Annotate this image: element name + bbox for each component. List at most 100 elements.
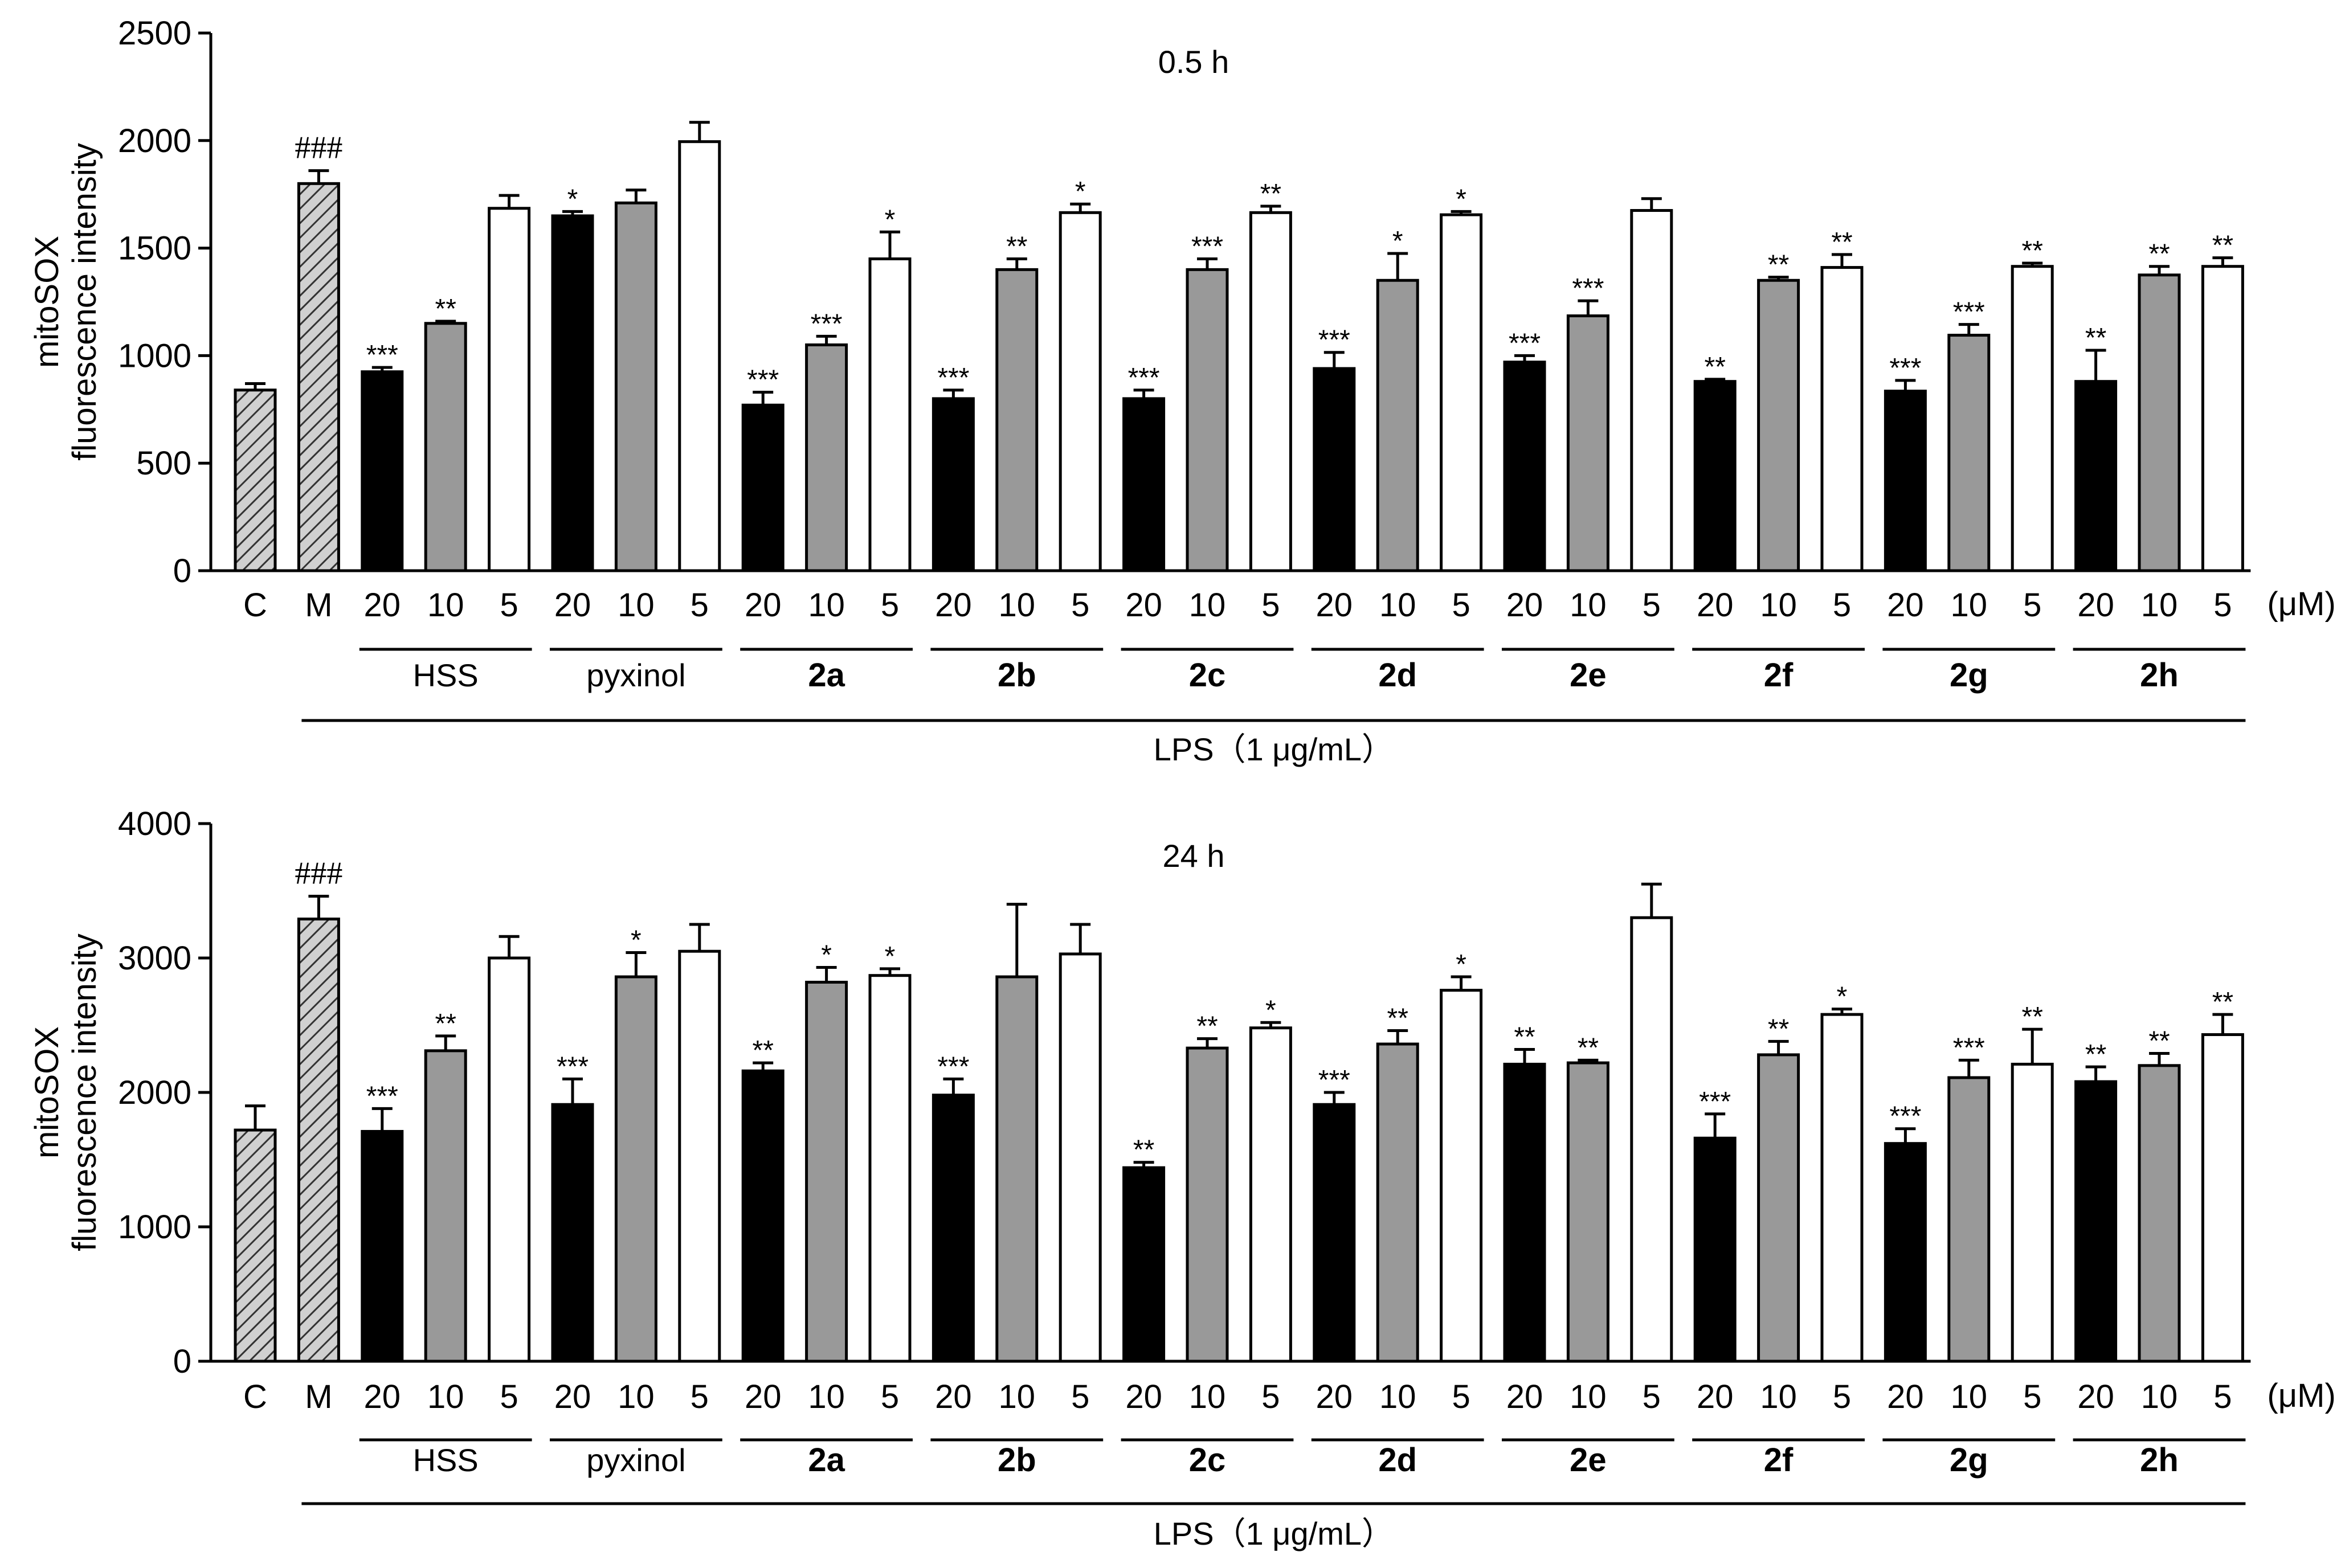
- group-label: HSS: [413, 657, 479, 693]
- x-tick-label: 20: [1506, 587, 1543, 624]
- bar: [1947, 1076, 1991, 1363]
- significance-label: **: [2022, 236, 2043, 266]
- significance-label: **: [1578, 1033, 1599, 1063]
- x-tick-label: 5: [2023, 587, 2041, 624]
- condition-label: LPS（1 μg/mL）: [1154, 1516, 1394, 1551]
- significance-label: **: [1387, 1003, 1408, 1033]
- significance-label: ***: [1572, 273, 1604, 304]
- significance-label: **: [2212, 231, 2233, 261]
- group-label: pyxinol: [586, 1442, 685, 1478]
- significance-label: *: [567, 184, 578, 214]
- bar: [488, 207, 531, 572]
- x-tick-label: 10: [618, 1378, 655, 1415]
- bar: [678, 949, 721, 1363]
- bar: [551, 214, 594, 572]
- x-tick-label: 5: [1261, 1378, 1280, 1415]
- significance-label: ***: [557, 1051, 589, 1082]
- bar: [488, 956, 531, 1363]
- bar: [1313, 1103, 1356, 1363]
- significance-label: ***: [811, 309, 843, 339]
- x-tick-label: 10: [618, 587, 655, 624]
- bar: [551, 1103, 594, 1363]
- significance-label: ***: [1699, 1087, 1731, 1117]
- bar: [1503, 361, 1546, 572]
- bar: [1186, 268, 1229, 572]
- bar: [1440, 213, 1483, 572]
- chart-panel-24h: 0 1000 2000 3000 4000 mitoSOX fluorescence int…: [28, 805, 2336, 1551]
- group-label: 2e: [1570, 657, 1607, 694]
- x-tick-label: 10: [999, 587, 1036, 624]
- bar: [678, 140, 721, 572]
- significance-label: **: [1514, 1022, 1535, 1052]
- x-tick-label: 5: [691, 587, 709, 624]
- y-tick-label: 1000: [118, 337, 191, 374]
- bar: [1059, 211, 1102, 572]
- bar: [741, 1069, 785, 1363]
- bar: [614, 975, 657, 1363]
- y-tick-label: 0: [173, 1343, 191, 1380]
- x-tick-label: 20: [1125, 587, 1162, 624]
- bar: [234, 388, 277, 572]
- significance-label: ***: [937, 1051, 969, 1082]
- x-tick-label: 10: [2141, 1378, 2178, 1415]
- bar: [2138, 1064, 2181, 1363]
- bar: [1313, 367, 1356, 572]
- bar: [2201, 265, 2244, 572]
- x-tick-label: 10: [2141, 587, 2178, 624]
- group-label: 2b: [998, 657, 1036, 694]
- y-axis-label-line1: mitoSOX: [28, 1026, 66, 1158]
- bar: [1820, 266, 1864, 572]
- significance-label: ***: [1889, 353, 1921, 383]
- x-tick-label: 20: [2077, 1378, 2114, 1415]
- x-tick-label: 20: [1316, 1378, 1353, 1415]
- x-tick-label: 20: [1697, 1378, 1734, 1415]
- significance-label: **: [1705, 352, 1726, 382]
- significance-label: *: [1075, 177, 1086, 207]
- significance-label: ***: [366, 340, 398, 370]
- x-tick-label: 5: [1452, 1378, 1470, 1415]
- bar: [805, 343, 848, 572]
- significance-label: ***: [747, 365, 779, 395]
- x-tick-label: 20: [745, 587, 782, 624]
- bar: [1249, 211, 1292, 572]
- x-tick-label: 10: [1379, 587, 1416, 624]
- significance-label: **: [2148, 239, 2170, 269]
- significance-label: ###: [295, 130, 342, 166]
- group-label: HSS: [413, 1442, 479, 1478]
- y-tick-label: 4000: [118, 805, 191, 842]
- x-tick-label: 20: [1506, 1378, 1543, 1415]
- significance-label: *: [885, 204, 896, 235]
- significance-label: *: [1265, 995, 1276, 1025]
- bar: [1947, 334, 1991, 572]
- x-tick-label: 20: [1125, 1378, 1162, 1415]
- x-tick-label: 10: [1951, 1378, 1988, 1415]
- bar: [1059, 952, 1102, 1363]
- group-label: 2d: [1378, 1442, 1417, 1479]
- group-label: 2e: [1570, 1442, 1607, 1479]
- x-tick-label: 5: [500, 587, 518, 624]
- significance-label: *: [631, 926, 642, 956]
- x-tick-label: 20: [554, 587, 591, 624]
- bar: [1693, 380, 1737, 572]
- y-tick-label: 2500: [118, 15, 191, 52]
- significance-label: **: [435, 294, 456, 324]
- bar: [1630, 209, 1673, 572]
- x-tick-label: 5: [1452, 587, 1470, 624]
- y-tick-label: 500: [136, 445, 191, 482]
- bar: [2074, 1080, 2118, 1363]
- bar: [868, 257, 912, 572]
- significance-label: **: [2212, 987, 2233, 1017]
- bar: [1884, 390, 1927, 572]
- x-tick-label: 20: [1697, 587, 1734, 624]
- group-label: 2a: [808, 1442, 845, 1479]
- significance-label: ***: [1889, 1102, 1921, 1132]
- bar: [234, 1128, 277, 1363]
- x-tick-label: 20: [1316, 587, 1353, 624]
- significance-label: **: [435, 1009, 456, 1039]
- significance-label: ***: [1318, 325, 1350, 355]
- x-tick-label: 5: [2213, 1378, 2232, 1415]
- group-label: 2h: [2140, 1442, 2179, 1479]
- significance-label: **: [1768, 1014, 1789, 1044]
- bar: [614, 201, 657, 572]
